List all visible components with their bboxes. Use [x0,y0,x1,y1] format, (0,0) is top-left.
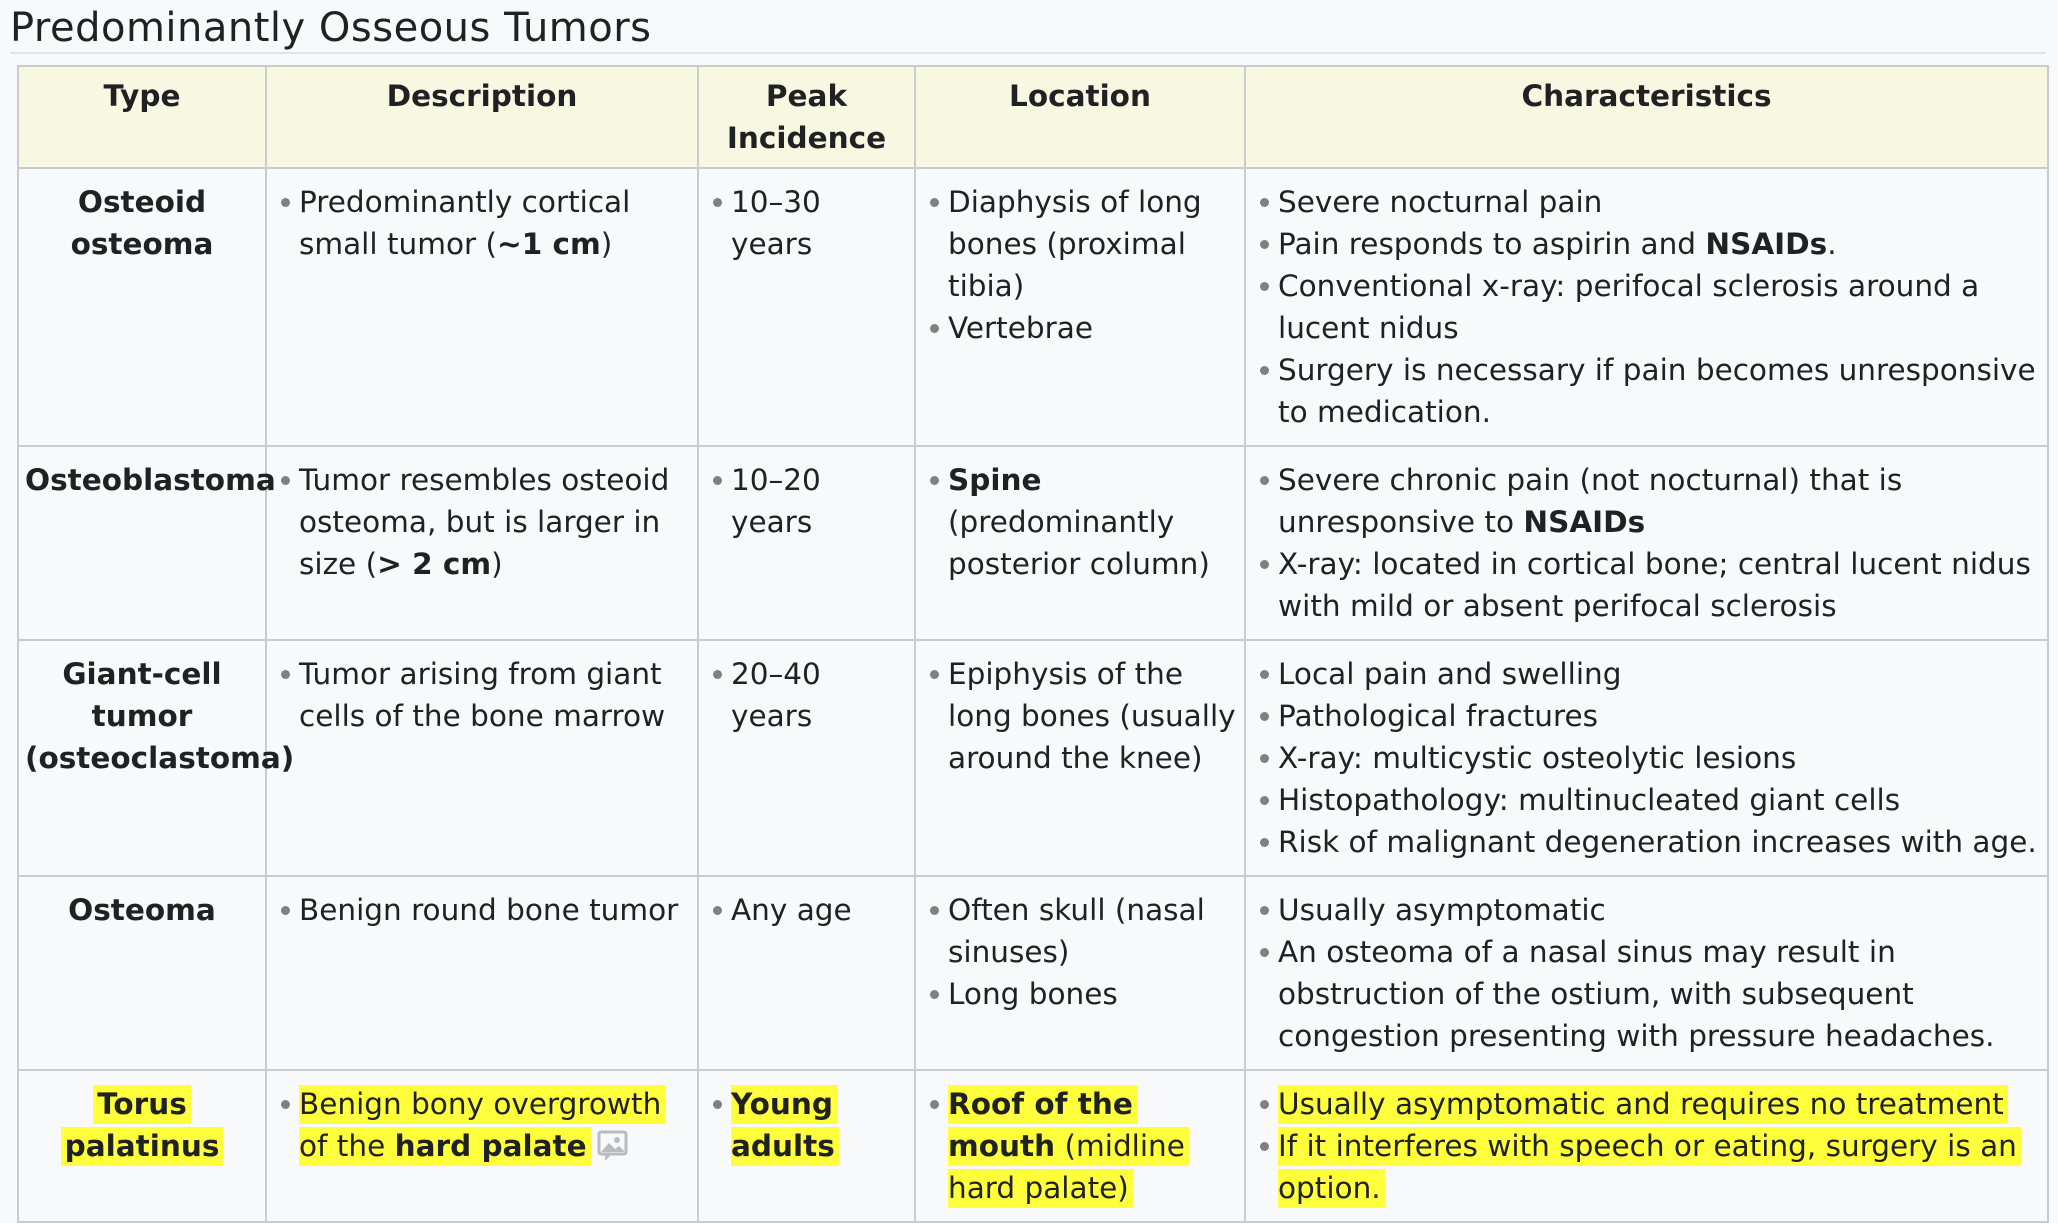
description-cell: Tumor resembles osteoid osteoma, but is … [265,445,699,641]
list-item: Epiphysis of the long bones (usually aro… [924,653,1236,779]
table-row: Osteoid osteoma Predominantly cortical s… [17,167,2049,447]
list-item: An osteoma of a nasal sinus may result i… [1254,931,2039,1057]
description-cell: Predominantly cortical small tumor (~1 c… [265,167,699,447]
column-header-characteristics: Characteristics [1244,65,2049,169]
peak-header-line1: Peak [765,79,848,113]
peak-incidence-cell: Young adults [697,1069,916,1223]
table-row: Osteoblastoma Tumor resembles osteoid os… [17,445,2049,641]
list-item: Severe chronic pain (not nocturnal) that… [1254,459,2039,543]
column-header-location: Location [914,65,1246,169]
page: Predominantly Osseous Tumors Type Descri… [10,5,2049,1223]
highlighted-text: If it interferes with speech or eating, … [1278,1127,2021,1208]
characteristics-cell: Severe chronic pain (not nocturnal) that… [1244,445,2049,641]
location-cell: Roof of the mouth (midline hard palate) [914,1069,1246,1223]
list-item: Severe nocturnal pain [1254,181,2039,223]
title-divider [10,52,2046,54]
list-item: 10–30 years [707,181,906,265]
list-item: X-ray: located in cortical bone; central… [1254,543,2039,627]
list-item: 10–20 years [707,459,906,543]
characteristics-cell: Local pain and swelling Pathological fra… [1244,639,2049,877]
peak-incidence-cell: 10–20 years [697,445,916,641]
peak-header-line2: Incidence [726,121,887,155]
highlighted-text: Torus palatinus [60,1085,224,1166]
peak-incidence-cell: 10–30 years [697,167,916,447]
peak-incidence-cell: 20–40 years [697,639,916,877]
list-item: Usually asymptomatic and requires no tre… [1254,1083,2039,1125]
type-cell: Torus palatinus [17,1069,267,1223]
location-cell: Diaphysis of long bones (proximal tibia)… [914,167,1246,447]
tumor-table: Type Description Peak Incidence Location … [17,65,2049,1223]
list-item: Histopathology: multinucleated giant cel… [1254,779,2039,821]
list-item: Long bones [924,973,1236,1015]
type-cell: Osteoma [17,875,267,1071]
column-header-description: Description [265,65,699,169]
list-item: Pathological fractures [1254,695,2039,737]
list-item: Pain responds to aspirin and NSAIDs. [1254,223,2039,265]
highlighted-text: Usually asymptomatic and requires no tre… [1278,1085,2008,1124]
location-cell: Spine (predominantly posterior column) [914,445,1246,641]
description-cell: Benign round bone tumor [265,875,699,1071]
table-row: Osteoma Benign round bone tumor Any age … [17,875,2049,1071]
list-item: Tumor resembles osteoid osteoma, but is … [275,459,689,585]
list-item: Young adults [707,1083,906,1167]
list-item: X-ray: multicystic osteolytic lesions [1254,737,2039,779]
column-header-peak-incidence: Peak Incidence [697,65,916,169]
list-item: If it interferes with speech or eating, … [1254,1125,2039,1209]
list-item: Tumor arising from giant cells of the bo… [275,653,689,737]
location-cell: Often skull (nasal sinuses) Long bones [914,875,1246,1071]
header-row: Type Description Peak Incidence Location … [17,65,2049,169]
table-row: Giant-cell tumor (osteoclastoma) Tumor a… [17,639,2049,877]
image-icon[interactable] [597,1130,631,1173]
highlighted-text: Young adults [731,1085,839,1166]
column-header-type: Type [17,65,267,169]
list-item: Roof of the mouth (midline hard palate) [924,1083,1236,1209]
type-cell: Osteoid osteoma [17,167,267,447]
list-item: 20–40 years [707,653,906,737]
description-cell: Tumor arising from giant cells of the bo… [265,639,699,877]
type-cell: Osteoblastoma [17,445,276,641]
list-item: Usually asymptomatic [1254,889,2039,931]
list-item: Diaphysis of long bones (proximal tibia) [924,181,1236,307]
location-cell: Epiphysis of the long bones (usually aro… [914,639,1246,877]
list-item: Surgery is necessary if pain becomes unr… [1254,349,2039,433]
characteristics-cell: Usually asymptomatic and requires no tre… [1244,1069,2049,1223]
list-item: Conventional x-ray: perifocal sclerosis … [1254,265,2039,349]
peak-incidence-cell: Any age [697,875,916,1071]
list-item: Benign round bone tumor [275,889,689,931]
table-row-highlighted: Torus palatinus Benign bony overgrowth o… [17,1069,2049,1223]
list-item: Predominantly cortical small tumor (~1 c… [275,181,689,265]
characteristics-cell: Severe nocturnal pain Pain responds to a… [1244,167,2049,447]
description-cell: Benign bony overgrowth of the hard palat… [265,1069,699,1223]
list-item: Vertebrae [924,307,1236,349]
list-item: Risk of malignant degeneration increases… [1254,821,2039,863]
list-item: Benign bony overgrowth of the hard palat… [275,1083,689,1173]
characteristics-cell: Usually asymptomatic An osteoma of a nas… [1244,875,2049,1071]
page-title: Predominantly Osseous Tumors [10,5,652,51]
list-item: Local pain and swelling [1254,653,2039,695]
type-cell: Giant-cell tumor (osteoclastoma) [17,639,294,877]
list-item: Often skull (nasal sinuses) [924,889,1236,973]
list-item: Spine (predominantly posterior column) [924,459,1236,585]
list-item: Any age [707,889,906,931]
